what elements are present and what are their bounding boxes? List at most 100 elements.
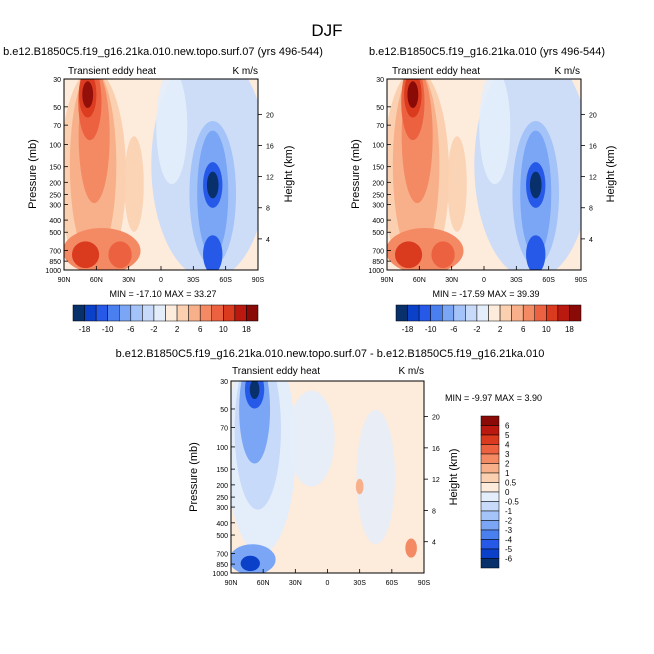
colorbar-label: 2 [505,460,510,469]
panel-top-left-ylabel-right: Height (km) [283,146,295,203]
tropical-blue-zone [479,79,511,185]
y-right-tick-label: 12 [266,175,274,182]
colorbar-swatch [442,304,455,322]
colorbar-label: -6 [505,555,513,564]
y-tick-label: 50 [220,407,228,414]
colorbar-label: 5 [505,431,510,440]
colorbar-label: 6 [505,422,510,431]
colorbar-swatch [465,304,478,322]
x-tick-label: 90S [252,277,265,284]
colorbar-swatch [72,304,85,322]
subtropical-red [447,136,467,232]
nh-upper-maximum-core [82,81,94,109]
y-tick-label: 50 [53,105,61,112]
colorbar-swatch [395,304,408,322]
plot-area-1: 30 50 70 100 150 200 250 300 400 500 700 850 1000 20 1… [368,77,597,284]
plot-area-0: 30 50 70 100 150 200 250 300 400 500 700 850 1000 20 1… [45,77,274,284]
y-right-tick-label: 20 [432,415,440,422]
x-tick-label: 60S [542,277,555,284]
y-tick-label: 250 [216,495,228,502]
colorbar-swatch [569,304,582,322]
colorbar-label: -18 [402,325,414,334]
y-tick-label: 850 [372,259,384,266]
colorbar-swatch [522,304,535,322]
panel-top-right-ylabel-right: Height (km) [605,146,617,203]
panel-top-right: b.e12.B1850C5.f19_g16.21ka.010 (yrs 496-… [350,46,617,299]
colorbar-swatch [480,434,500,445]
colorbar-swatch [476,304,489,322]
positive-spot [355,478,364,495]
y-tick-label: 500 [49,230,61,237]
colorbar-label: -6 [450,325,458,334]
colorbar-swatch [480,539,500,550]
contour-field [387,79,581,270]
y-right-tick-label: 4 [432,540,436,547]
y-tick-label: 150 [372,165,384,172]
colorbar-label: -6 [127,325,135,334]
colorbar-swatch [188,304,201,322]
colorbar-swatch [480,463,500,474]
colorbar-swatch [480,453,500,464]
y-tick-label: 200 [216,483,228,490]
panel-difference-ylabel: Pressure (mb) [188,442,200,512]
y-tick-label: 700 [216,551,228,558]
x-tick-label: 60S [219,277,232,284]
colorbar-label: 0.5 [505,479,517,488]
colorbar-label: -2 [473,325,481,334]
sh-upper-minimum-core [529,171,542,199]
panel-top-left-stats: MIN = -17.10 MAX = 33.27 [109,289,216,299]
lower-red-core [108,241,132,269]
y-tick-label: 300 [216,505,228,512]
y-right-tick-label: 16 [266,143,274,150]
lower-red-core [431,241,455,269]
colorbar-swatch [223,304,236,322]
colorbar-swatch [153,304,166,322]
y-tick-label: 850 [49,259,61,266]
panel-difference-left-label: Transient eddy heat [232,366,320,377]
colorbar-horizontal: -18 -10 -6 -2 2 6 10 18 [72,304,259,334]
colorbar-swatch [234,304,247,322]
colorbar-swatch [165,304,178,322]
colorbar-label: -5 [505,545,513,554]
x-tick-label: 90N [58,277,71,284]
x-tick-label: 30S [510,277,523,284]
lower-red-core [71,241,100,269]
colorbar-label: -3 [505,526,513,535]
colorbar-swatch [488,304,501,322]
x-tick-label: 0 [159,277,163,284]
x-tick-label: 30N [289,580,302,587]
x-tick-label: 60S [386,580,399,587]
colorbar-label: 0 [505,488,510,497]
sh-upper-minimum-core [206,171,219,199]
y-right-tick-label: 8 [589,206,593,213]
panel-top-right-left-label: Transient eddy heat [392,66,480,77]
colorbar-swatch [107,304,120,322]
colorbar-swatch [546,304,559,322]
colorbar-swatch [499,304,512,322]
y-tick-label: 250 [49,192,61,199]
colorbar-swatch [480,482,500,493]
colorbar-swatch [130,304,143,322]
colorbar-label: 1 [505,469,510,478]
tropical-blue-zone [156,79,188,185]
colorbar-swatch [480,510,500,521]
colorbar-swatch [534,304,547,322]
colorbar-label: -10 [102,325,114,334]
colorbar-swatch [142,304,155,322]
x-tick-label: 60N [257,580,270,587]
y-tick-label: 70 [53,123,61,130]
colorbar-swatch [199,304,212,322]
colorbar-label: -1 [505,507,513,516]
colorbar-swatch [407,304,420,322]
y-tick-label: 30 [220,379,228,386]
y-right-tick-label: 4 [589,237,593,244]
colorbar-swatch [480,444,500,455]
y-right-tick-label: 20 [589,112,597,119]
x-tick-label: 90N [381,277,394,284]
tropical-negative [288,390,335,487]
panel-top-left-units: K m/s [232,66,258,77]
colorbar-label: -2 [505,517,513,526]
colorbar-label: 18 [242,325,251,334]
y-right-tick-label: 16 [589,143,597,150]
